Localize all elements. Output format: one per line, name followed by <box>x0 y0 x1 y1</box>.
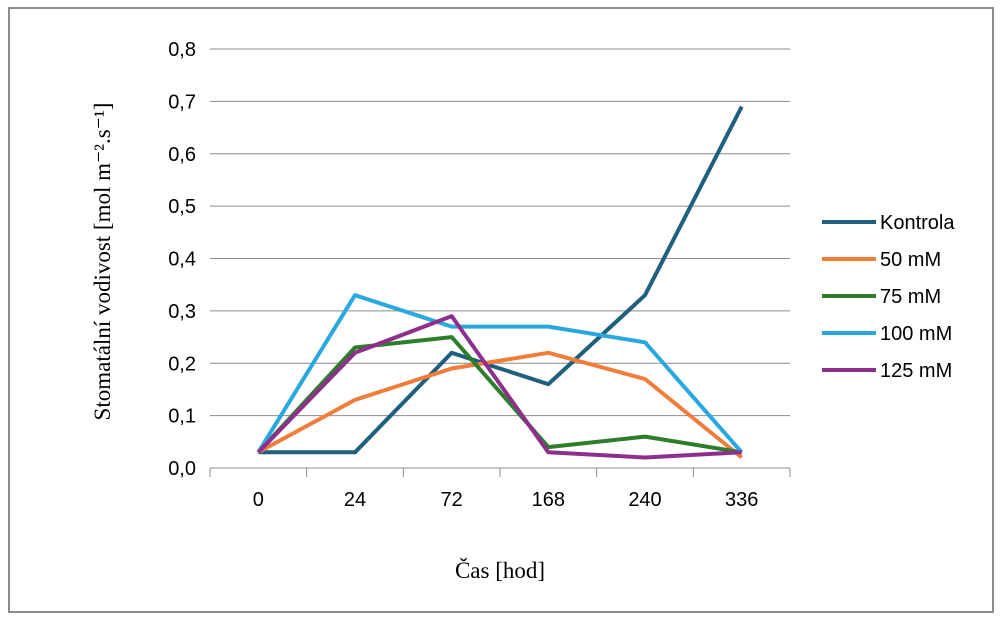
y-tick-label: 0,7 <box>168 91 196 113</box>
series-lines <box>256 105 744 460</box>
y-axis-title: Stomatální vodivost [mol m⁻².s⁻¹] <box>90 103 115 421</box>
y-tick-label: 0,5 <box>168 196 196 218</box>
legend-label: 75 mM <box>880 286 941 308</box>
x-tick-label: 0 <box>253 489 264 511</box>
y-tick-label: 0,3 <box>168 301 196 323</box>
series-line <box>258 105 744 455</box>
chart-frame <box>8 7 994 613</box>
grid <box>210 48 790 469</box>
y-tick-label: 0,0 <box>168 458 196 480</box>
legend-label: Kontrola <box>880 212 955 234</box>
x-tick-label: 72 <box>441 489 463 511</box>
x-tick-label: 336 <box>725 489 758 511</box>
series-line <box>256 335 743 455</box>
y-tick-label: 0,8 <box>168 39 196 61</box>
x-tick-label: 168 <box>532 489 565 511</box>
y-tick-label: 0,2 <box>168 353 196 375</box>
series-line <box>256 293 744 454</box>
series-line <box>257 350 743 460</box>
legend-label: 100 mM <box>880 323 952 345</box>
x-tick-label: 24 <box>344 489 366 511</box>
x-tick-label: 240 <box>628 489 661 511</box>
x-ticks: 0 24 72 168 240 336 <box>209 468 791 511</box>
y-tick-label: 0,6 <box>168 144 196 166</box>
y-ticks: 0,0 0,1 0,2 0,3 0,4 0,5 0,6 0,7 0,8 <box>168 39 196 480</box>
x-axis-title: Čas [hod] <box>455 557 545 583</box>
legend-label: 125 mM <box>880 360 952 382</box>
y-tick-label: 0,1 <box>168 406 196 428</box>
y-tick-label: 0,4 <box>168 249 196 271</box>
legend-label: 50 mM <box>880 249 941 271</box>
legend: Kontrola 50 mM 75 mM 100 mM 125 mM <box>822 212 955 382</box>
series-line <box>256 314 742 460</box>
